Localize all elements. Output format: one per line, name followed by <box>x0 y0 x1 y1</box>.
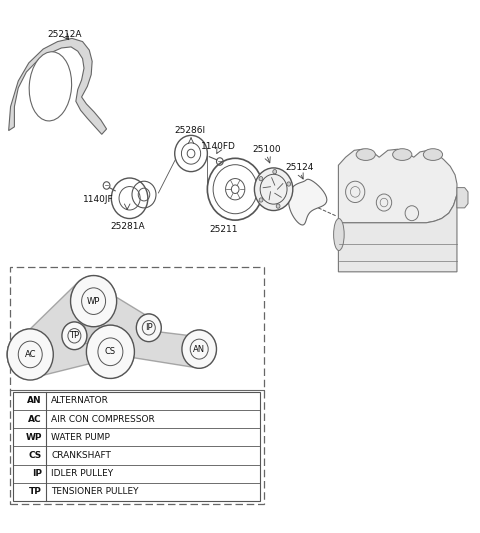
Polygon shape <box>7 276 216 379</box>
Text: IP: IP <box>145 324 153 332</box>
Circle shape <box>287 182 291 186</box>
Text: 1140JF: 1140JF <box>83 196 114 204</box>
Circle shape <box>86 325 134 378</box>
Text: WP: WP <box>87 297 100 305</box>
Polygon shape <box>288 179 327 225</box>
Circle shape <box>136 314 161 342</box>
Text: AN: AN <box>193 345 205 353</box>
Text: 25100: 25100 <box>252 145 281 154</box>
Bar <box>13 392 260 501</box>
Polygon shape <box>457 188 468 208</box>
Text: WATER PUMP: WATER PUMP <box>51 433 110 442</box>
Text: 25286I: 25286I <box>174 126 205 135</box>
Circle shape <box>62 322 87 350</box>
Text: 25124: 25124 <box>286 164 314 172</box>
Ellipse shape <box>423 149 443 160</box>
Ellipse shape <box>29 52 72 121</box>
Circle shape <box>259 176 263 181</box>
Circle shape <box>71 276 117 327</box>
Text: TENSIONER PULLEY: TENSIONER PULLEY <box>51 487 139 496</box>
Text: WP: WP <box>25 433 42 442</box>
Polygon shape <box>9 38 107 134</box>
Circle shape <box>182 330 216 368</box>
Text: IDLER PULLEY: IDLER PULLEY <box>51 469 113 478</box>
Ellipse shape <box>393 149 412 160</box>
Text: 1140FD: 1140FD <box>201 142 236 151</box>
Text: TP: TP <box>29 487 42 496</box>
Text: AN: AN <box>27 397 42 406</box>
Text: CS: CS <box>28 451 42 460</box>
Ellipse shape <box>356 149 375 160</box>
Ellipse shape <box>334 219 344 251</box>
Circle shape <box>7 329 53 380</box>
Text: CS: CS <box>105 348 116 356</box>
Text: IP: IP <box>32 469 42 478</box>
Text: 25281A: 25281A <box>110 222 144 231</box>
Circle shape <box>273 169 276 174</box>
Circle shape <box>276 204 280 208</box>
Text: 25211: 25211 <box>209 225 238 233</box>
Bar <box>10 266 264 504</box>
Polygon shape <box>62 293 133 344</box>
Text: AIR CON COMPRESSOR: AIR CON COMPRESSOR <box>51 415 155 424</box>
Polygon shape <box>338 195 457 272</box>
Circle shape <box>254 168 293 211</box>
Polygon shape <box>338 149 457 223</box>
Text: AC: AC <box>28 415 42 424</box>
Text: AC: AC <box>24 350 36 359</box>
Text: CRANKSHAFT: CRANKSHAFT <box>51 451 111 460</box>
Text: 25212A: 25212A <box>48 30 82 39</box>
Text: TP: TP <box>69 332 80 340</box>
Circle shape <box>259 198 263 202</box>
Text: ALTERNATOR: ALTERNATOR <box>51 397 109 406</box>
